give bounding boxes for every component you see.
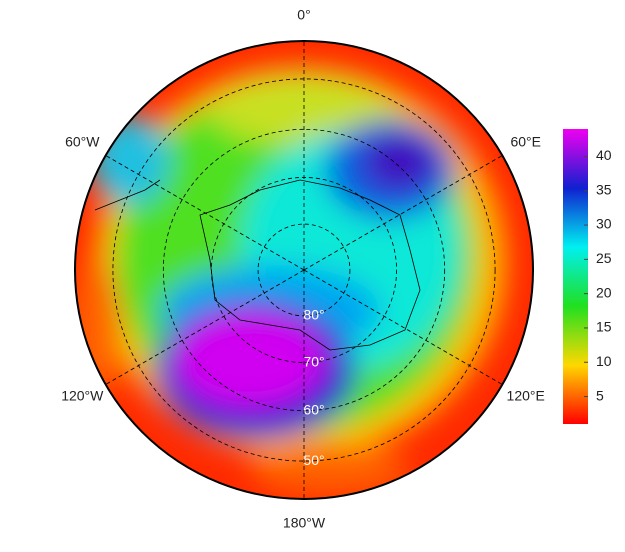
coastline xyxy=(199,179,421,351)
colorbar-tick-label: 40 xyxy=(596,147,612,163)
longitude-label: 120°E xyxy=(507,388,545,404)
longitude-label: 0° xyxy=(297,7,310,23)
latitude-label: 60° xyxy=(303,401,324,417)
latitude-label: 80° xyxy=(303,307,324,323)
colorbar-tick-label: 30 xyxy=(596,216,612,232)
latitude-line xyxy=(112,78,496,462)
map-border xyxy=(74,40,534,500)
colorbar-tick-label: 25 xyxy=(596,250,612,266)
latitude-label: 70° xyxy=(303,353,324,369)
colorbar-tick-label: 15 xyxy=(596,319,612,335)
meridian-line xyxy=(105,269,305,385)
longitude-label: 180°W xyxy=(283,515,326,531)
coastline xyxy=(94,179,161,211)
meridian-line xyxy=(303,155,503,271)
meridian-line xyxy=(303,269,503,385)
field xyxy=(75,41,533,499)
longitude-label: 60°W xyxy=(65,134,100,150)
longitude-label: 120°W xyxy=(61,388,104,404)
meridian-line xyxy=(105,155,305,271)
colorbar-tick-label: 5 xyxy=(596,387,604,403)
colorbar-tick-label: 10 xyxy=(596,353,612,369)
colorbar-tick-label: 35 xyxy=(596,181,612,197)
longitude-label: 60°E xyxy=(510,134,541,150)
colorbar-tick-label: 20 xyxy=(596,284,612,300)
latitude-label: 50° xyxy=(303,452,324,468)
colorbar xyxy=(563,129,588,424)
